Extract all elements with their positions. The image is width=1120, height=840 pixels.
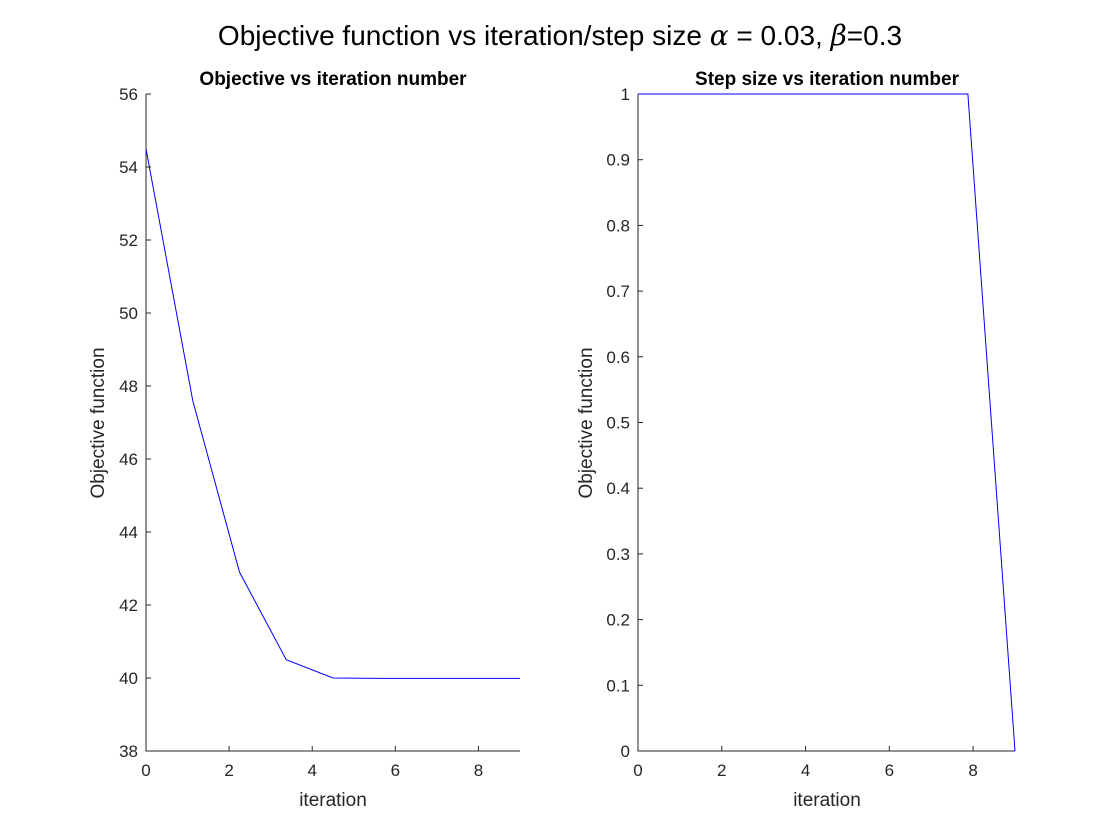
subplot-objective-y-tick-label: 38 <box>119 742 138 761</box>
figure-suptitle: Objective function vs iteration/step siz… <box>218 19 902 52</box>
subplot-objective-x-tick-label: 4 <box>307 761 316 780</box>
subplot-objective-x-tick-label: 8 <box>474 761 483 780</box>
subplot-step-size-x-ticks: 0 2 4 6 8 <box>633 746 978 780</box>
subplot-objective-y-tick-label: 42 <box>119 596 138 615</box>
subplot-step-size-y-ticks: 0 0.1 0.2 0.3 0.4 0.5 0.6 0.7 0.8 0.9 1 <box>606 85 643 761</box>
subplot-objective-ylabel: Objective function <box>88 347 109 498</box>
subplot-step-size-x-tick-label: 8 <box>968 761 977 780</box>
subplot-step-size-x-tick-label: 6 <box>885 761 894 780</box>
subplot-objective-series-line <box>145 148 520 679</box>
subplot-step-size-ylabel: Objective function <box>576 347 597 498</box>
subplot-step-size-x-tick-label: 0 <box>633 761 642 780</box>
subplot-step-size-y-tick-label: 0.1 <box>606 676 630 695</box>
subplot-step-size-y-tick-label: 1 <box>621 85 630 104</box>
subplot-step-size-y-tick-label: 0.6 <box>606 348 630 367</box>
subplot-objective-xlabel: iteration <box>299 790 367 811</box>
subplot-step-size-x-tick-label: 4 <box>801 761 810 780</box>
subplot-objective-y-tick-label: 52 <box>119 231 138 250</box>
subplot-step-size-x-tick-label: 2 <box>717 761 726 780</box>
subplot-step-size: Step size vs iteration number 0 2 4 6 8 0 0.1… <box>576 69 1016 811</box>
subplot-objective-y-tick-label: 46 <box>119 450 138 469</box>
subplot-objective-title: Objective vs iteration number <box>199 69 467 90</box>
subplot-objective-x-tick-label: 0 <box>141 761 150 780</box>
subplot-objective-y-tick-label: 54 <box>119 158 138 177</box>
subplot-objective-axes <box>145 94 520 752</box>
subplot-objective-y-tick-label: 44 <box>119 523 138 542</box>
subplot-step-size-y-tick-label: 0.8 <box>606 216 630 235</box>
subplot-step-size-y-tick-label: 0.9 <box>606 151 630 170</box>
subplot-step-size-series-line <box>638 93 1016 752</box>
subplot-objective-y-tick-label: 56 <box>119 85 138 104</box>
subplot-objective-y-tick-label: 40 <box>119 669 138 688</box>
subplot-step-size-xlabel: iteration <box>793 790 861 811</box>
subplot-step-size-title: Step size vs iteration number <box>695 69 960 90</box>
subplot-step-size-y-tick-label: 0.7 <box>606 282 630 301</box>
subplot-step-size-axes <box>637 94 1015 752</box>
subplot-objective-x-tick-label: 6 <box>391 761 400 780</box>
subplot-objective-y-tick-label: 48 <box>119 377 138 396</box>
subplot-objective-y-tick-label: 50 <box>119 304 138 323</box>
subplot-step-size-y-tick-label: 0.4 <box>606 479 630 498</box>
subplot-step-size-y-tick-label: 0 <box>621 742 630 761</box>
subplot-objective-y-ticks: 38 40 42 44 46 48 50 52 54 56 <box>119 85 151 761</box>
subplot-step-size-y-tick-label: 0.3 <box>606 545 630 564</box>
subplot-step-size-y-tick-label: 0.5 <box>606 414 630 433</box>
subplot-step-size-y-tick-label: 0.2 <box>606 611 630 630</box>
subplot-objective-x-tick-label: 2 <box>224 761 233 780</box>
